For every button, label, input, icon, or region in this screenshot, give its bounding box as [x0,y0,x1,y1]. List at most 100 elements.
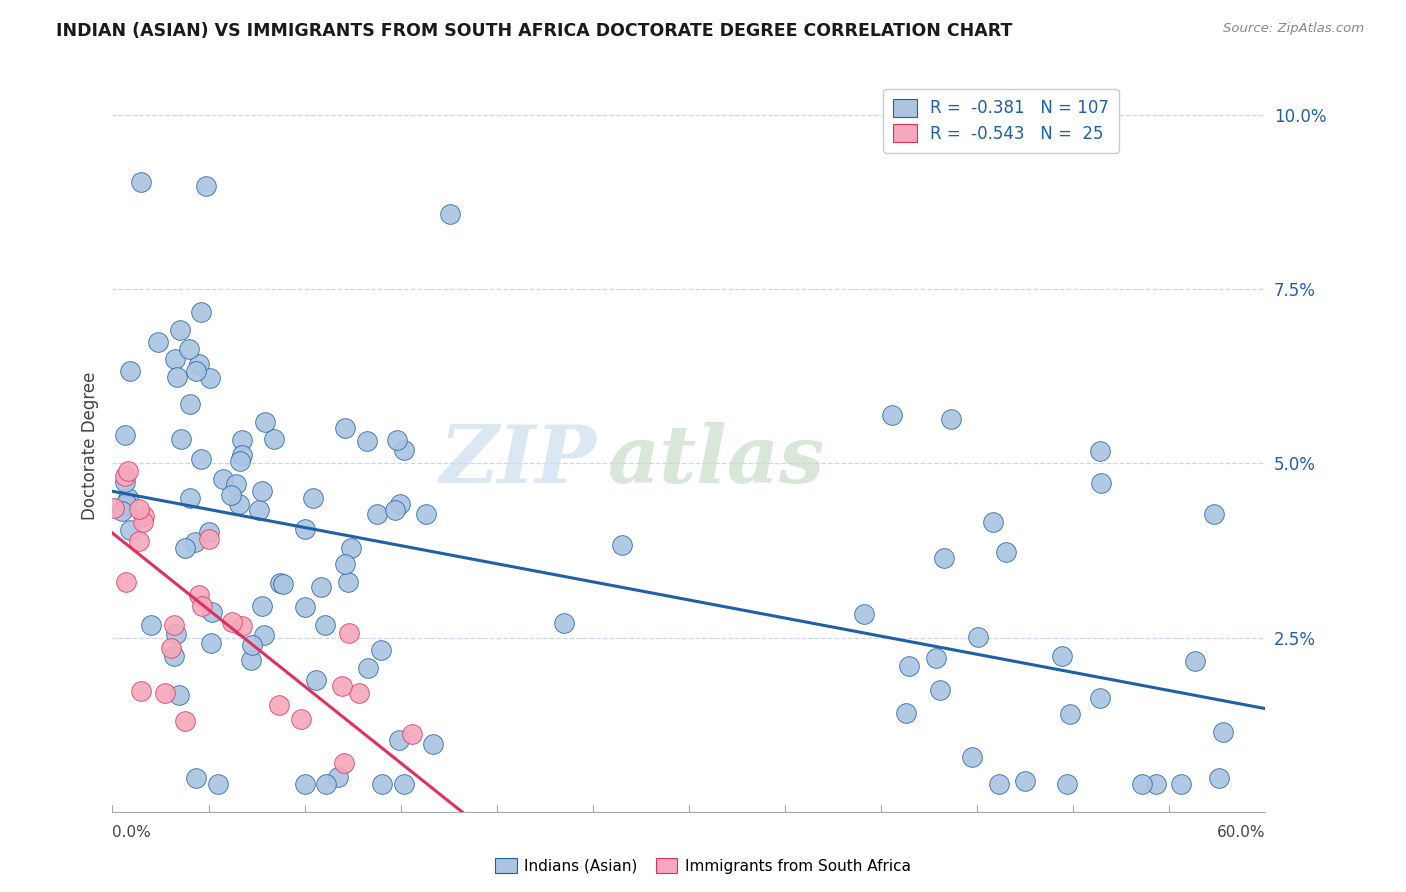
Indians (Asian) [221,487,243,501]
Indians (Asian) [967,630,990,644]
Indians (Asian) [962,750,984,764]
Indians (Asian) [392,442,415,457]
Immigrants from South Africa [333,756,356,770]
Indians (Asian) [981,515,1004,529]
Indians (Asian) [1211,725,1233,739]
Indians (Asian) [198,371,221,385]
Indians (Asian) [188,357,211,371]
Indians (Asian) [184,364,207,378]
Indians (Asian) [254,415,277,429]
Indians (Asian) [111,504,134,518]
Indians (Asian) [357,661,380,675]
Indians (Asian) [167,688,190,702]
Indians (Asian) [1088,444,1111,458]
Indians (Asian) [415,508,437,522]
Indians (Asian) [422,737,444,751]
Indians (Asian) [371,777,394,791]
Indians (Asian) [120,363,142,377]
Indians (Asian) [333,420,356,434]
Immigrants from South Africa [132,515,155,529]
Indians (Asian) [941,412,963,426]
Indians (Asian) [305,673,328,687]
Indians (Asian) [1184,654,1206,668]
Indians (Asian) [1202,507,1225,521]
Text: 60.0%: 60.0% [1218,825,1265,840]
Immigrants from South Africa [401,726,423,740]
Indians (Asian) [190,451,212,466]
Indians (Asian) [294,599,316,614]
Indians (Asian) [311,580,333,594]
Indians (Asian) [179,397,201,411]
Indians (Asian) [898,658,921,673]
Indians (Asian) [225,477,247,491]
Indians (Asian) [195,178,218,193]
Indians (Asian) [929,683,952,698]
Indians (Asian) [335,558,357,572]
Indians (Asian) [1088,690,1111,705]
Indians (Asian) [114,428,136,442]
Indians (Asian) [370,643,392,657]
Indians (Asian) [186,771,208,785]
Indians (Asian) [896,706,918,721]
Indians (Asian) [179,491,201,505]
Indians (Asian) [146,334,169,349]
Immigrants from South Africa [159,641,181,656]
Immigrants from South Africa [269,698,291,712]
Legend: R =  -0.381   N = 107, R =  -0.543   N =  25: R = -0.381 N = 107, R = -0.543 N = 25 [883,88,1119,153]
Indians (Asian) [201,605,224,619]
Indians (Asian) [118,523,141,537]
Indians (Asian) [200,636,222,650]
Immigrants from South Africa [128,533,150,548]
Immigrants from South Africa [115,574,138,589]
Indians (Asian) [115,499,138,513]
Indians (Asian) [1090,475,1112,490]
Indians (Asian) [339,541,361,556]
Indians (Asian) [1130,777,1153,791]
Indians (Asian) [169,323,191,337]
Indians (Asian) [315,777,337,791]
Immigrants from South Africa [117,464,139,478]
Indians (Asian) [880,408,903,422]
Legend: Indians (Asian), Immigrants from South Africa: Indians (Asian), Immigrants from South A… [489,852,917,880]
Indians (Asian) [553,615,575,630]
Indians (Asian) [190,305,212,319]
Indians (Asian) [294,777,316,791]
Indians (Asian) [229,454,252,468]
Indians (Asian) [184,534,207,549]
Indians (Asian) [988,777,1011,791]
Text: ZIP: ZIP [440,422,596,500]
Text: atlas: atlas [609,422,825,500]
Immigrants from South Africa [221,615,243,629]
Indians (Asian) [392,777,415,791]
Indians (Asian) [925,651,948,665]
Indians (Asian) [439,207,461,221]
Indians (Asian) [995,545,1018,559]
Indians (Asian) [271,576,294,591]
Indians (Asian) [934,551,956,566]
Indians (Asian) [314,617,336,632]
Indians (Asian) [1170,777,1192,791]
Indians (Asian) [384,503,406,517]
Indians (Asian) [166,369,188,384]
Indians (Asian) [179,342,201,356]
Indians (Asian) [336,574,359,589]
Indians (Asian) [328,770,350,784]
Immigrants from South Africa [114,468,136,483]
Indians (Asian) [212,472,235,486]
Indians (Asian) [165,627,187,641]
Indians (Asian) [240,638,263,652]
Indians (Asian) [269,575,291,590]
Text: INDIAN (ASIAN) VS IMMIGRANTS FROM SOUTH AFRICA DOCTORATE DEGREE CORRELATION CHAR: INDIAN (ASIAN) VS IMMIGRANTS FROM SOUTH … [56,22,1012,40]
Indians (Asian) [141,618,163,632]
Indians (Asian) [853,607,876,622]
Immigrants from South Africa [128,501,150,516]
Indians (Asian) [173,541,195,555]
Immigrants from South Africa [191,599,214,614]
Indians (Asian) [263,432,285,446]
Immigrants from South Africa [231,619,253,633]
Indians (Asian) [389,497,412,511]
Indians (Asian) [165,351,187,366]
Indians (Asian) [302,491,325,505]
Indians (Asian) [294,522,316,536]
Indians (Asian) [1050,648,1073,663]
